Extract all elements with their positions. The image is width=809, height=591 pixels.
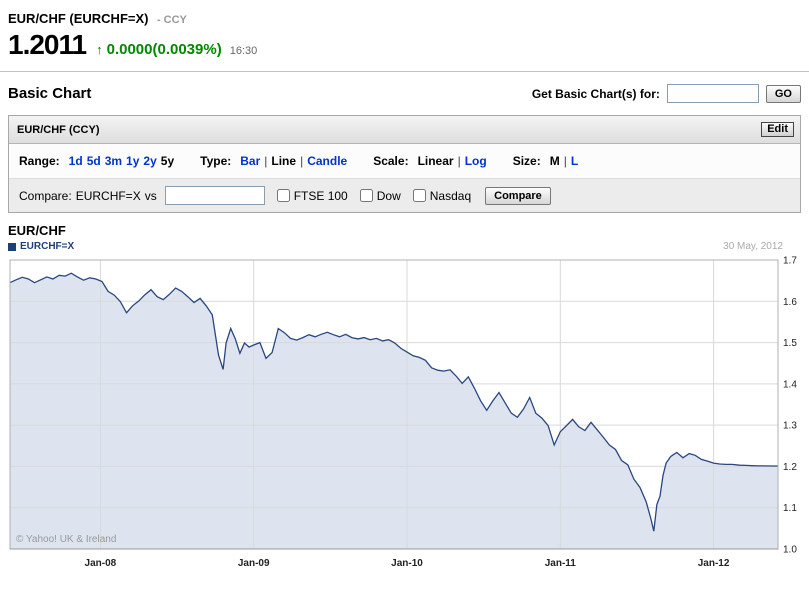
svg-text:1.0: 1.0 [783,545,797,556]
legend-label: EURCHF=X [20,241,75,252]
chart-title: EUR/CHF [8,223,66,238]
compare-symbol: EURCHF=X [75,188,141,203]
chart-legend: EURCHF=X [8,241,74,252]
option-line[interactable]: Line [271,154,297,168]
separator: | [300,154,304,168]
toolbar-group-range: Range: 1d 5d 3m 1y 2y 5y [19,154,176,168]
chart-section: EUR/CHF EURCHF=X 30 May, 2012 1.0 1.1 1.2 1… [8,213,801,579]
compare-row: Compare: EURCHF=X vs FTSE 100 Dow Nasdaq C… [9,179,800,212]
separator: | [457,154,461,168]
separator: | [563,154,567,168]
option-5d[interactable]: 5d [86,154,101,168]
get-chart-form: Get Basic Chart(s) for: GO [532,84,801,103]
go-button[interactable]: GO [765,84,801,103]
separator: | [264,154,268,168]
svg-text:Jan-10: Jan-10 [391,558,423,569]
option-m[interactable]: M [549,154,560,168]
page-title: Basic Chart [8,85,92,102]
compare-button[interactable]: Compare [485,186,551,205]
option-candle[interactable]: Candle [307,154,348,168]
quote-symbol-title: EUR/CHF (EURCHF=X) [8,11,149,26]
price-chart: 1.0 1.1 1.2 1.3 1.4 1.5 1.6 1.7 Jan-08 Jan-09 Jan-… [9,256,797,569]
svg-text:1.1: 1.1 [783,503,797,514]
svg-text:Jan-12: Jan-12 [698,558,730,569]
toolbar-group-type: Type: Bar | Line | Candle [200,154,349,168]
option-log[interactable]: Log [464,154,487,168]
toolbar-group-label: Range: [19,154,60,168]
get-chart-label: Get Basic Chart(s) for: [531,86,660,101]
toolbar-group-label: Type: [200,154,232,168]
symbol-search-input[interactable] [666,84,759,103]
option-3m[interactable]: 3m [104,154,123,168]
edit-button[interactable]: Edit [761,122,794,137]
quote-time: 16:30 [229,45,258,57]
compare-checkbox-nasdaq[interactable]: Nasdaq [412,188,472,203]
price-line: 1.2011 ↑ 0.0000(0.0039%) 16:30 [8,31,801,59]
svg-text:1.4: 1.4 [783,379,797,390]
symbol-line: EUR/CHF (EURCHF=X) - CCY [8,8,801,28]
chart-head-left: EUR/CHF EURCHF=X [8,223,74,252]
toolbar-group-size: Size: M | L [513,154,580,168]
svg-text:1.2: 1.2 [783,462,797,473]
compare-checkbox-ftse-100[interactable]: FTSE 100 [276,188,348,203]
option-1d[interactable]: 1d [68,154,83,168]
header-divider [0,71,809,72]
option-l[interactable]: L [570,154,579,168]
quote-change: 0.0000(0.0039%) [106,41,222,58]
svg-text:1.3: 1.3 [783,421,797,432]
svg-text:Jan-09: Jan-09 [238,558,270,569]
svg-text:1.5: 1.5 [783,338,797,349]
basic-chart-bar: Basic Chart Get Basic Chart(s) for: GO [8,72,801,115]
quote-type-suffix: - CCY [156,14,187,26]
legend-swatch-icon [8,242,16,251]
svg-text:Jan-08: Jan-08 [85,558,117,569]
module-header: EUR/CHF (CCY) Edit [9,116,800,144]
toolbar-group-label: Scale: [373,154,409,168]
checkbox-input[interactable] [412,189,426,202]
checkbox-label: FTSE 100 [293,188,348,203]
svg-text:© Yahoo! UK & Ireland: © Yahoo! UK & Ireland [16,534,116,545]
checkbox-input[interactable] [276,189,290,202]
compare-label: Compare: [19,188,72,203]
chart-toolbar: Range: 1d 5d 3m 1y 2y 5y Type: Bar | Line | Candle Sc… [9,144,800,179]
svg-text:1.6: 1.6 [783,297,797,308]
option-linear[interactable]: Linear [417,154,454,168]
toolbar-group-scale: Scale: Linear | Log [373,154,489,168]
chart-module: EUR/CHF (CCY) Edit Range: 1d 5d 3m 1y 2y 5y Typ… [8,115,801,213]
compare-vs-label: vs [144,188,157,203]
option-bar[interactable]: Bar [240,154,261,168]
quote-header: EUR/CHF (EURCHF=X) - CCY 1.2011 ↑ 0.0000… [8,8,801,59]
checkbox-label: Dow [376,188,401,203]
svg-text:Jan-11: Jan-11 [545,558,577,569]
compare-checkbox-dow[interactable]: Dow [359,188,401,203]
compare-symbol-input[interactable] [164,186,265,205]
option-1y[interactable]: 1y [126,154,140,168]
compare-checkbox-group: FTSE 100 Dow Nasdaq [276,188,483,203]
quote-price: 1.2011 [8,29,87,60]
svg-text:1.7: 1.7 [783,256,797,267]
chart-date: 30 May, 2012 [723,241,783,252]
option-2y[interactable]: 2y [143,154,157,168]
chart-head: EUR/CHF EURCHF=X 30 May, 2012 [8,223,801,255]
checkbox-label: Nasdaq [429,188,472,203]
module-title: EUR/CHF (CCY) [17,123,100,136]
option-5y[interactable]: 5y [160,154,175,168]
checkbox-input[interactable] [359,189,373,202]
toolbar-group-label: Size: [512,154,541,168]
up-arrow-icon: ↑ [96,42,103,57]
